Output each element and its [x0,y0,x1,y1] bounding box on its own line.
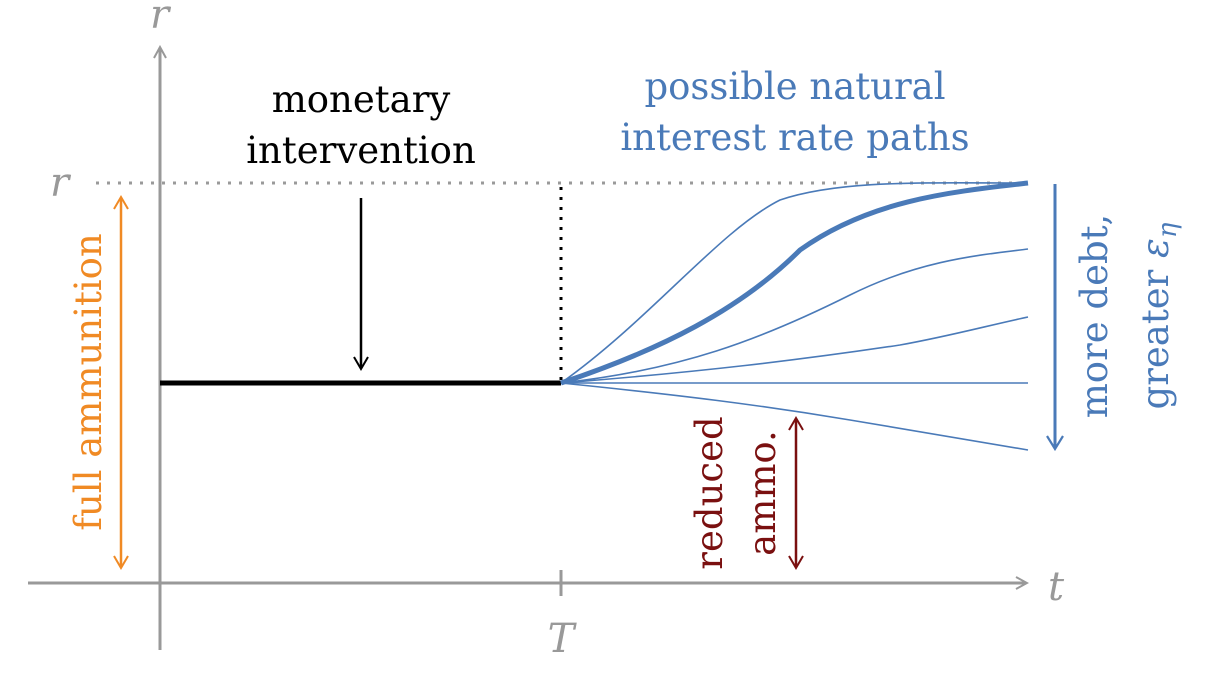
monetary-intervention-label-line2: intervention [246,129,476,172]
paths-label-line1: possible natural [644,65,945,108]
t-tick-label: T [548,616,578,662]
paths-label-line2: interest rate paths [620,116,969,159]
greater-text: greater [1134,258,1177,410]
reduced-ammo-label-line1: reduced [688,416,731,569]
reduced-ammo-label-line2: ammo. [741,430,784,556]
x-axis-label: t [1048,564,1065,610]
more-debt-label-line1: more debt, [1073,214,1116,419]
rate-path-3 [560,316,1029,384]
epsilon-symbol: ε [1134,238,1177,258]
r-level-label: r [50,160,72,206]
rate-path-5 [560,382,1029,451]
y-axis-label: r [150,0,172,38]
rate-path-1 [560,182,1029,384]
reduced-ammo-label: reduced ammo. [688,416,784,569]
monetary-intervention-label-line1: monetary [272,78,451,121]
rate-path-2 [560,248,1029,384]
eta-subscript: η [1153,222,1183,238]
full-ammo-label: full ammunition [67,233,110,530]
more-debt-label-line2: greater εη [1134,222,1183,409]
rate-path-main [560,180,1029,386]
more-debt-label: more debt, greater εη [1073,214,1183,419]
